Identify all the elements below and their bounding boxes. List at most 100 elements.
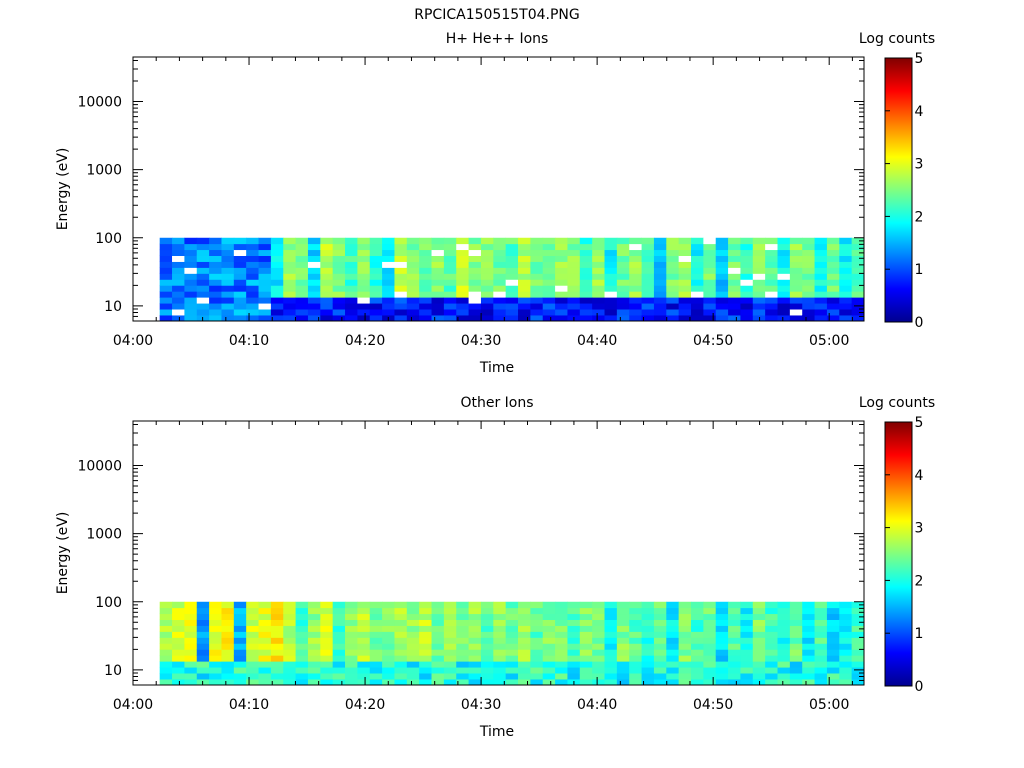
heatmap-cell (765, 661, 778, 668)
heatmap-cell (851, 613, 865, 620)
heatmap-cell (567, 637, 581, 644)
heatmap-cell (678, 655, 692, 662)
heatmap-cell (777, 673, 791, 680)
heatmap-cell (246, 649, 259, 656)
heatmap-cell (196, 315, 210, 322)
heatmap-cell (752, 297, 766, 304)
heatmap-cell (345, 297, 358, 304)
heatmap-cell (320, 291, 334, 298)
heatmap-cell (456, 279, 469, 286)
heatmap-cell (246, 613, 259, 620)
heatmap-cell (196, 291, 210, 298)
heatmap-cell (406, 279, 420, 286)
heatmap-cell (530, 261, 544, 268)
heatmap-cell (431, 285, 445, 292)
heatmap-cell (666, 601, 680, 609)
heatmap-cell (604, 613, 618, 620)
heatmap-cell (789, 649, 803, 656)
heatmap-cell (443, 315, 457, 322)
heatmap-cell (258, 667, 272, 674)
heatmap-cell (419, 285, 432, 292)
heatmap-cell (728, 249, 741, 256)
heatmap-cell (567, 237, 581, 245)
heatmap-cell (666, 631, 680, 638)
heatmap-cell (505, 297, 519, 304)
heatmap-cell (616, 607, 630, 615)
heatmap-cell (839, 649, 853, 656)
heatmap-cell (394, 631, 408, 638)
heatmap-cell (592, 631, 605, 638)
heatmap-cell (752, 649, 766, 656)
heatmap-cell (789, 315, 803, 322)
heatmap-cell (468, 285, 482, 292)
heatmap-cell (555, 649, 568, 656)
heatmap-cell (320, 655, 334, 662)
heatmap-cell (826, 279, 840, 286)
heatmap-cells (159, 237, 865, 322)
heatmap-cell (357, 255, 371, 262)
heatmap-cell (246, 279, 259, 286)
heatmap-cell (382, 303, 395, 310)
heatmap-cell (431, 309, 445, 316)
heatmap-cell (196, 601, 210, 609)
heatmap-cell (691, 261, 704, 268)
heatmap-cell (456, 309, 469, 316)
heatmap-cell (555, 625, 568, 632)
heatmap-cell (592, 601, 605, 609)
heatmap-cell (567, 643, 581, 650)
heatmap-cell (592, 249, 605, 256)
heatmap-cell (332, 655, 346, 662)
heatmap-cell (394, 649, 408, 656)
heatmap-cell (851, 237, 865, 245)
heatmap-cell (184, 249, 198, 256)
heatmap-cell (493, 661, 507, 668)
heatmap-cell (505, 613, 519, 620)
heatmap-cell (542, 631, 556, 638)
heatmap-cell (765, 679, 778, 686)
heatmap-cell (802, 607, 815, 615)
heatmap-cell (209, 309, 222, 316)
heatmap-cell (221, 631, 235, 638)
heatmap-cell (369, 673, 383, 680)
heatmap-cell (221, 249, 235, 256)
heatmap-cell (839, 249, 853, 256)
heatmap-cell (567, 243, 581, 251)
heatmap-cell (851, 637, 865, 644)
heatmap-cell (394, 237, 408, 245)
heatmap-cell (221, 315, 235, 322)
heatmap-cell (728, 255, 741, 262)
heatmap-cell (518, 261, 531, 268)
heatmap-cell (307, 297, 321, 304)
heatmap-cell (653, 315, 667, 322)
heatmap-cell (419, 625, 432, 632)
heatmap-cell (431, 255, 445, 262)
heatmap-cell (641, 619, 655, 626)
heatmap-cell (196, 649, 210, 656)
y-tick-label: 100 (95, 231, 122, 247)
heatmap-cell (641, 625, 655, 632)
heatmap-cell (814, 273, 828, 280)
heatmap-cell (419, 315, 432, 322)
heatmap-cell (221, 285, 235, 292)
heatmap-cell (703, 285, 717, 292)
heatmap-cell (765, 291, 778, 298)
heatmap-cell (814, 637, 828, 644)
heatmap-cell (406, 291, 420, 298)
heatmap-cell (369, 619, 383, 626)
heatmap-cell (839, 637, 853, 644)
heatmap-cell (468, 267, 482, 274)
heatmap-cell (715, 631, 729, 638)
heatmap-cell (752, 267, 766, 274)
heatmap-cell (456, 679, 469, 686)
heatmap-cell (357, 631, 371, 638)
heatmap-cell (604, 661, 618, 668)
heatmap-cell (320, 619, 334, 626)
heatmap-cell (752, 613, 766, 620)
heatmap-cell (604, 601, 618, 609)
heatmap-cell (715, 315, 729, 322)
heatmap-cell (839, 255, 853, 262)
heatmap-cell (320, 607, 334, 615)
heatmap-cell (542, 649, 556, 656)
heatmap-cell (307, 279, 321, 286)
heatmap-cell (567, 249, 581, 256)
